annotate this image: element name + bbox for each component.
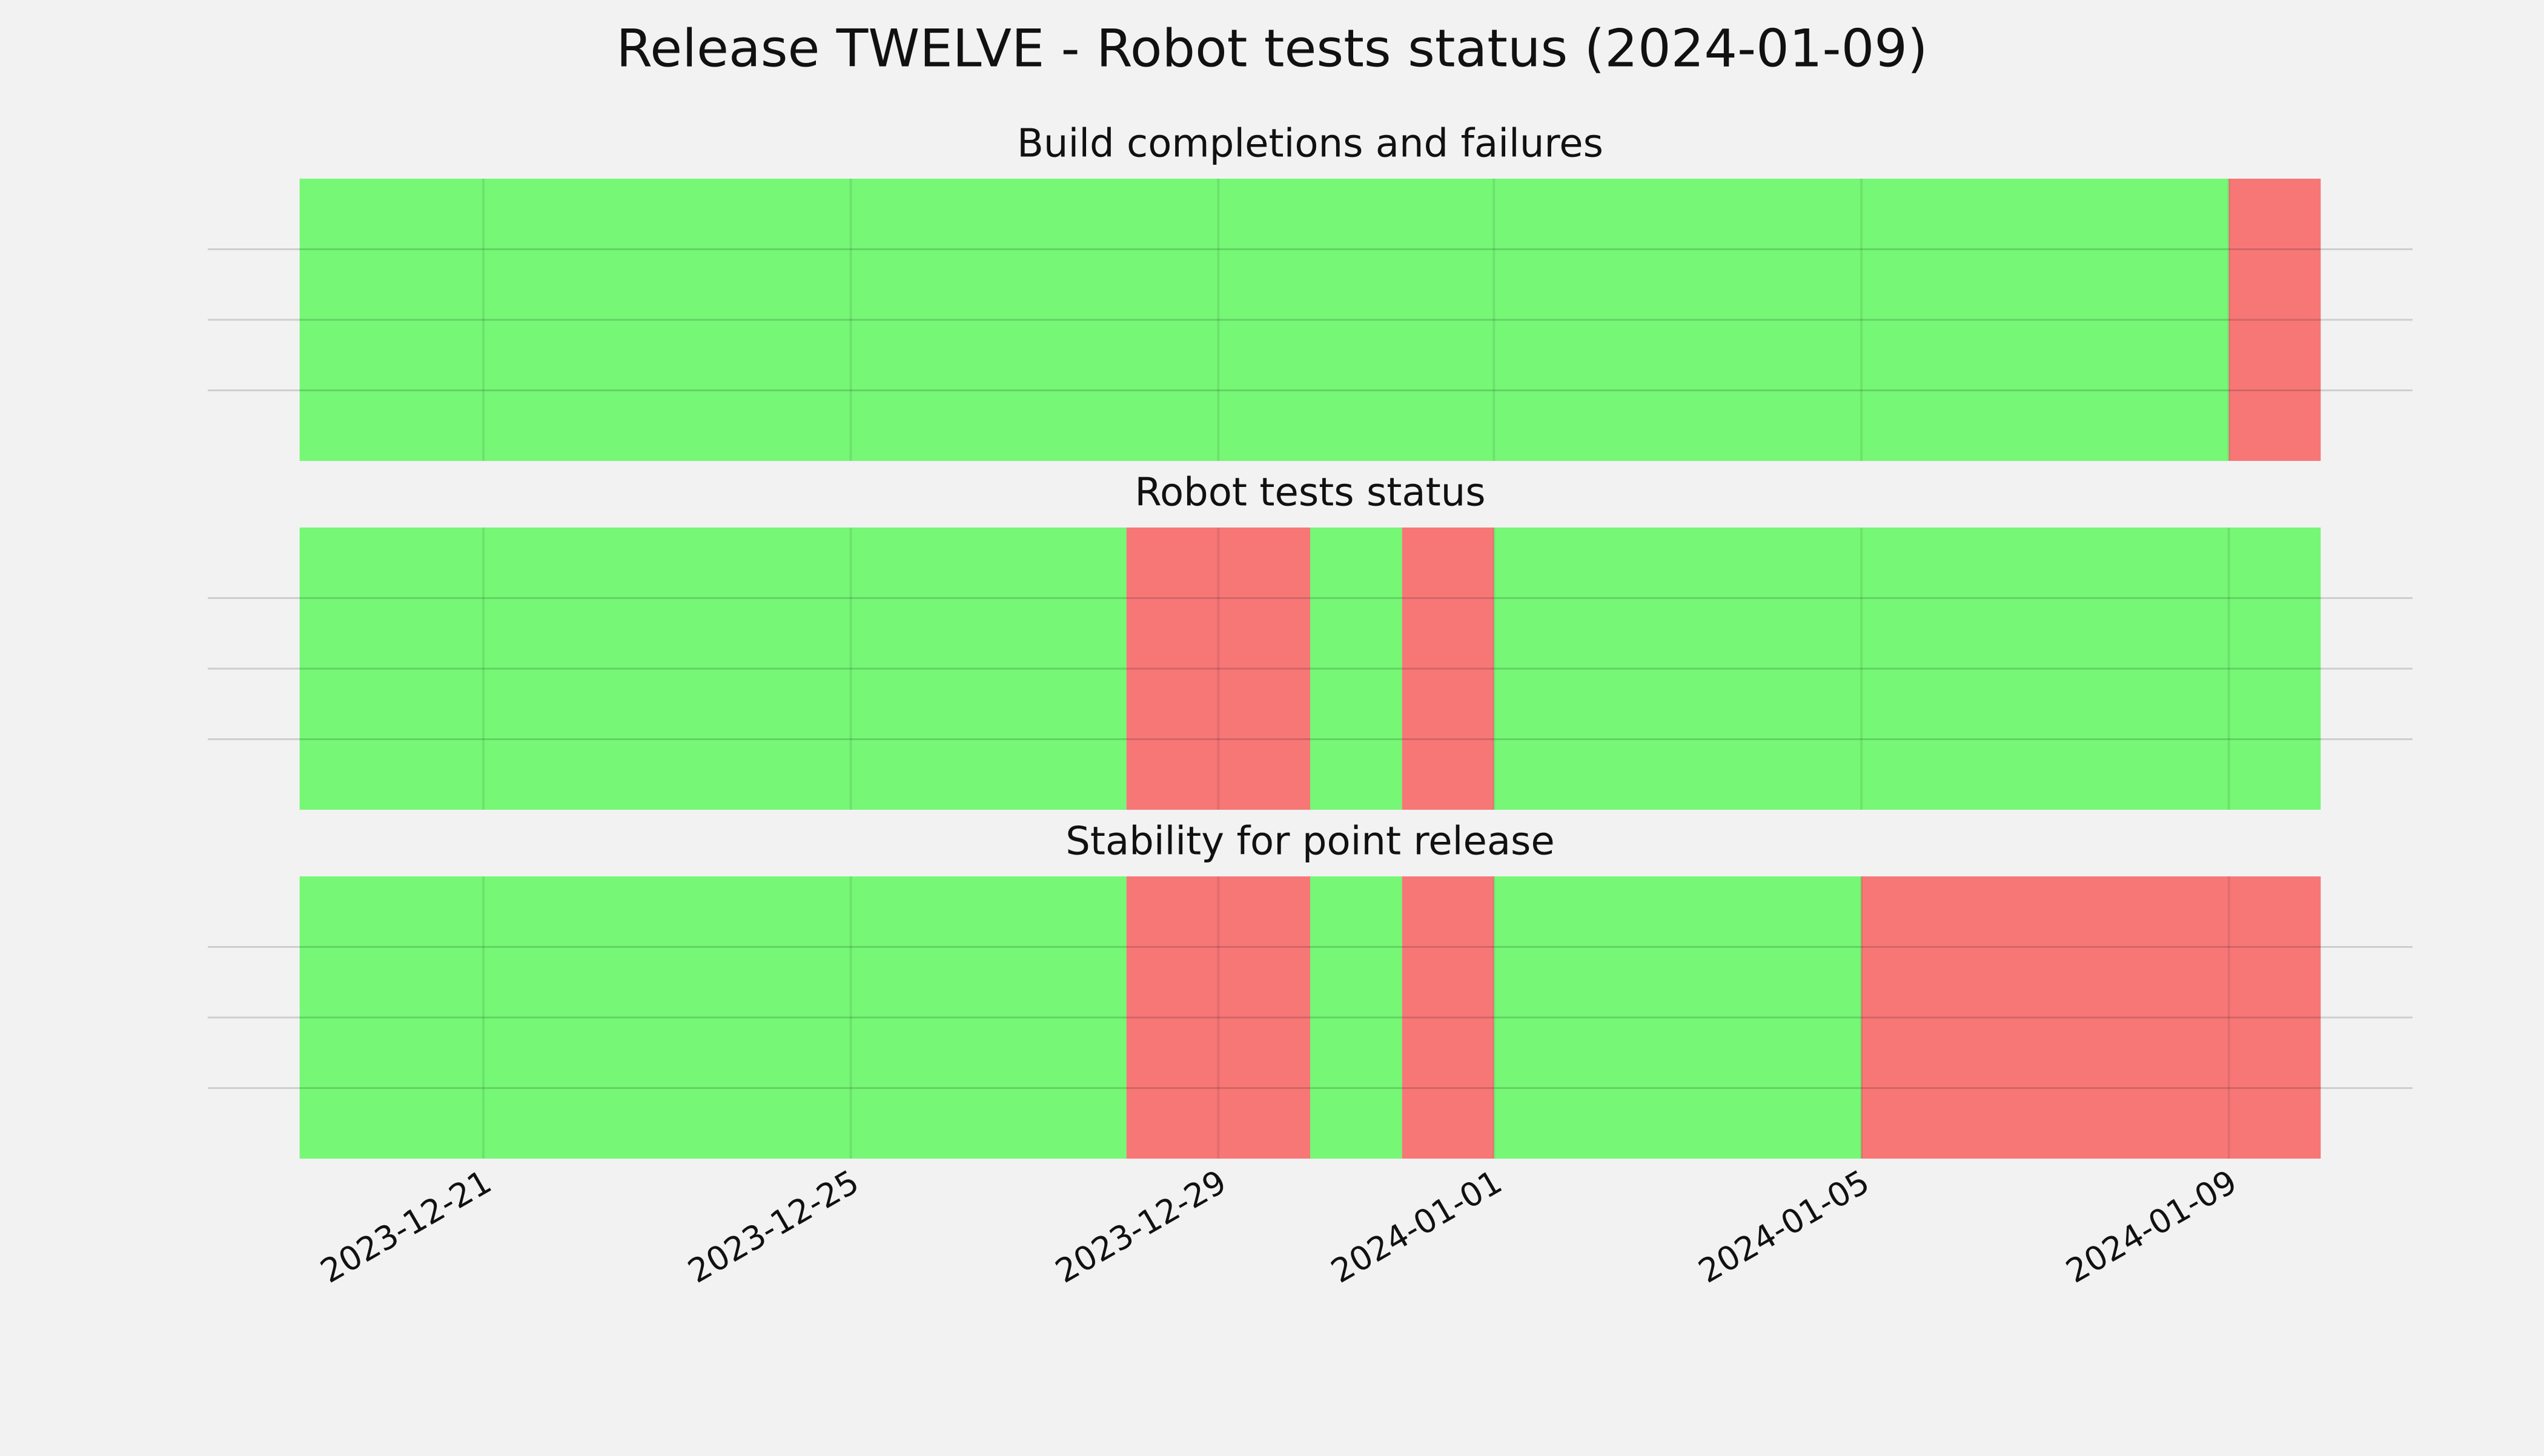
status-segment <box>1126 876 1310 1159</box>
panel-title: Stability for point release <box>1065 819 1555 864</box>
status-segment <box>1402 528 1494 810</box>
status-segment <box>1310 876 1402 1159</box>
status-segment <box>299 876 1127 1159</box>
status-segment <box>2228 179 2321 461</box>
status-segment <box>1310 528 1402 810</box>
status-segment <box>1861 876 2321 1159</box>
chart-title: Release TWELVE - Robot tests status (202… <box>616 18 1927 79</box>
panel-title: Build completions and failures <box>1017 122 1603 167</box>
x-tick-label: 2024-01-01 <box>1325 1162 1508 1290</box>
status-segment <box>299 528 1127 810</box>
status-segment <box>299 179 2229 461</box>
x-tick-label: 2023-12-21 <box>314 1162 498 1290</box>
x-tick-label: 2024-01-09 <box>2059 1162 2243 1290</box>
status-segment <box>1126 528 1310 810</box>
status-segment <box>1494 528 2321 810</box>
status-segment <box>1494 876 1861 1159</box>
x-tick-label: 2023-12-25 <box>681 1162 865 1290</box>
panel-title: Robot tests status <box>1135 471 1485 515</box>
x-tick-label: 2023-12-29 <box>1049 1162 1233 1290</box>
status-segment <box>1402 876 1494 1159</box>
x-tick-label: 2024-01-05 <box>1692 1162 1876 1290</box>
